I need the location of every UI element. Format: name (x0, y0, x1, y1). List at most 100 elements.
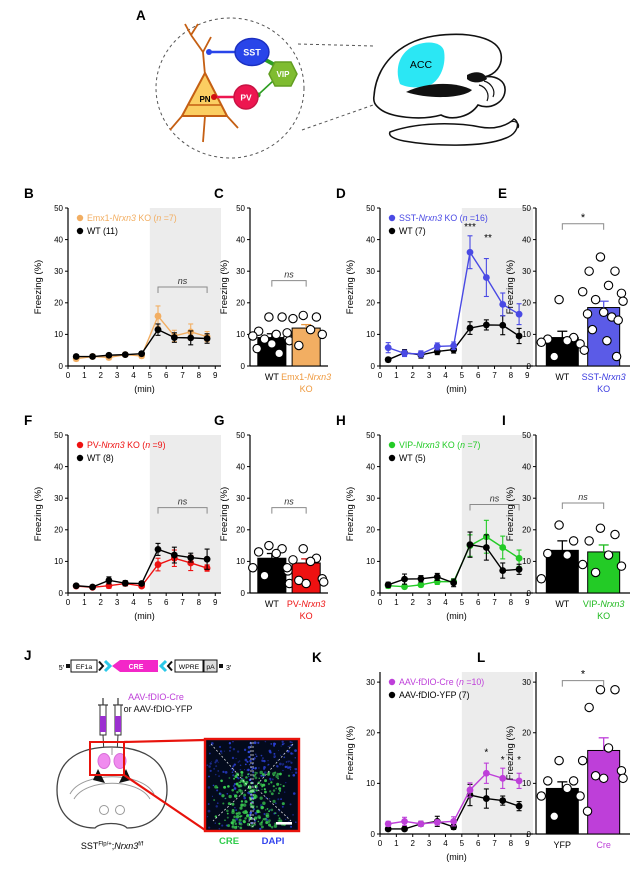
acc-region (397, 42, 445, 88)
svg-text:Freezing (%): Freezing (%) (345, 260, 356, 314)
svg-text:8: 8 (197, 598, 202, 607)
svg-text:WT (11): WT (11) (87, 226, 118, 236)
ef1a-box (70, 659, 98, 673)
cre-construct-label: CRE (129, 664, 144, 671)
coronal-circle-left (99, 805, 109, 815)
inset-connector-bottom (123, 774, 206, 831)
panel-i-bar-chart: 0 10 20 30 40 50 Freezing (%) WT VIP-Nrxn3 KO ns (504, 419, 636, 641)
genotype-label: SSTFlp/+;Nrxn3f/f (81, 841, 144, 851)
svg-text:5: 5 (460, 839, 465, 848)
svg-text:30: 30 (522, 678, 531, 687)
svg-text:0: 0 (241, 589, 246, 598)
svg-text:1: 1 (394, 371, 399, 380)
sst-synapse-dot (206, 49, 212, 55)
svg-text:Freezing (%): Freezing (%) (33, 487, 44, 541)
panel-label-h: H (336, 413, 346, 428)
svg-text:WT: WT (265, 599, 279, 609)
dapi-stain-label: DAPI (262, 836, 285, 847)
svg-text:6: 6 (476, 839, 481, 848)
svg-text:0: 0 (66, 598, 71, 607)
panel-label-b: B (24, 186, 34, 201)
svg-text:Freezing (%): Freezing (%) (505, 260, 516, 314)
panel-g-bar-chart: 0 10 20 30 40 50 Freezing (%) WT PV-Nrxn3 KO ns (218, 419, 334, 641)
zoom-connector-bottom (301, 103, 377, 131)
cre-stain-label: CRE (219, 836, 239, 847)
panel-label-l: L (477, 650, 486, 665)
panel-label-i: I (502, 413, 506, 428)
svg-text:20: 20 (54, 526, 63, 535)
svg-text:VIP-Nrxn3 KO (n =7): VIP-Nrxn3 KO (n =7) (399, 440, 480, 450)
svg-text:0: 0 (378, 598, 383, 607)
svg-text:50: 50 (366, 431, 375, 440)
micrograph-bg (205, 739, 299, 831)
frt-black-right-icon (98, 660, 105, 672)
svg-text:WT (5): WT (5) (399, 453, 426, 463)
coronal-arc2 (73, 782, 151, 800)
svg-text:20: 20 (366, 299, 375, 308)
panel-label-f: F (24, 413, 33, 428)
pv-synapse-dot (211, 94, 217, 100)
svg-text:*: * (581, 212, 586, 224)
svg-text:30: 30 (522, 494, 531, 503)
svg-text:4: 4 (131, 371, 136, 380)
svg-text:7: 7 (180, 598, 185, 607)
svg-text:7: 7 (492, 839, 497, 848)
svg-text:10: 10 (236, 330, 245, 339)
svg-text:Freezing (%): Freezing (%) (345, 487, 356, 541)
svg-text:Freezing (%): Freezing (%) (33, 260, 44, 314)
svg-text:0: 0 (527, 589, 532, 598)
pv-label: PV (240, 93, 252, 103)
micrograph-inset: CRE DAPI (203, 737, 301, 847)
svg-text:WT: WT (555, 599, 569, 609)
svg-text:50: 50 (522, 431, 531, 440)
svg-text:30: 30 (236, 494, 245, 503)
zoom-connector-top (297, 43, 375, 47)
svg-text:20: 20 (522, 299, 531, 308)
svg-text:6: 6 (476, 598, 481, 607)
svg-text:PV-Nrxn3 KO (n =9): PV-Nrxn3 KO (n =9) (87, 440, 166, 450)
syringe-left (98, 698, 108, 755)
svg-text:5: 5 (460, 598, 465, 607)
svg-text:5: 5 (148, 598, 153, 607)
svg-text:40: 40 (236, 235, 245, 244)
panel-e-bar-chart: 0 10 20 30 40 50 Freezing (%) WT SST-Nrxn3 KO * (504, 192, 636, 414)
svg-text:4: 4 (131, 598, 136, 607)
svg-text:40: 40 (366, 235, 375, 244)
vip-label: VIP (277, 70, 291, 79)
cre-box (112, 660, 158, 672)
frt-cyan-left-icon (158, 659, 168, 673)
svg-text:0: 0 (59, 362, 64, 371)
panel-k-line-chart: 0 10 20 30 Freezing (%) 0 1 2 3 4 5 6 7 8 9 (min) AAV-fD… (344, 656, 538, 882)
svg-text:Emx1-Nrxn3: Emx1-Nrxn3 (281, 372, 331, 382)
svg-text:KO: KO (300, 384, 313, 394)
hippocampus-mark (467, 72, 487, 83)
panel-label-g: G (214, 413, 225, 428)
svg-text:1: 1 (394, 598, 399, 607)
svg-text:20: 20 (236, 526, 245, 535)
svg-text:7: 7 (180, 371, 185, 380)
construct-5prime: 5′ (59, 665, 65, 672)
coronal-outline (56, 746, 168, 829)
svg-text:40: 40 (54, 235, 63, 244)
construct-right-cap (219, 664, 223, 668)
svg-text:*: * (581, 669, 586, 681)
panel-d-line-chart: 0 10 20 30 40 50 Freezing (%) 0 1 2 3 4 5 6 7 8 9 (min) SS… (344, 192, 538, 414)
svg-text:0: 0 (66, 371, 71, 380)
svg-text:10: 10 (54, 557, 63, 566)
svg-text:50: 50 (366, 204, 375, 213)
svg-text:40: 40 (54, 462, 63, 471)
svg-text:8: 8 (197, 371, 202, 380)
panel-label-c: C (214, 186, 224, 201)
svg-text:4: 4 (443, 839, 448, 848)
svg-text:30: 30 (236, 267, 245, 276)
svg-text:40: 40 (366, 462, 375, 471)
vip-cell (268, 61, 298, 87)
vip-to-pv-axon (258, 80, 274, 95)
svg-text:10: 10 (522, 330, 531, 339)
svg-text:YFP: YFP (554, 840, 572, 850)
acc-label: ACC (410, 59, 433, 71)
svg-text:30: 30 (54, 267, 63, 276)
svg-text:0: 0 (527, 362, 532, 371)
svg-text:Freezing (%): Freezing (%) (345, 726, 356, 780)
